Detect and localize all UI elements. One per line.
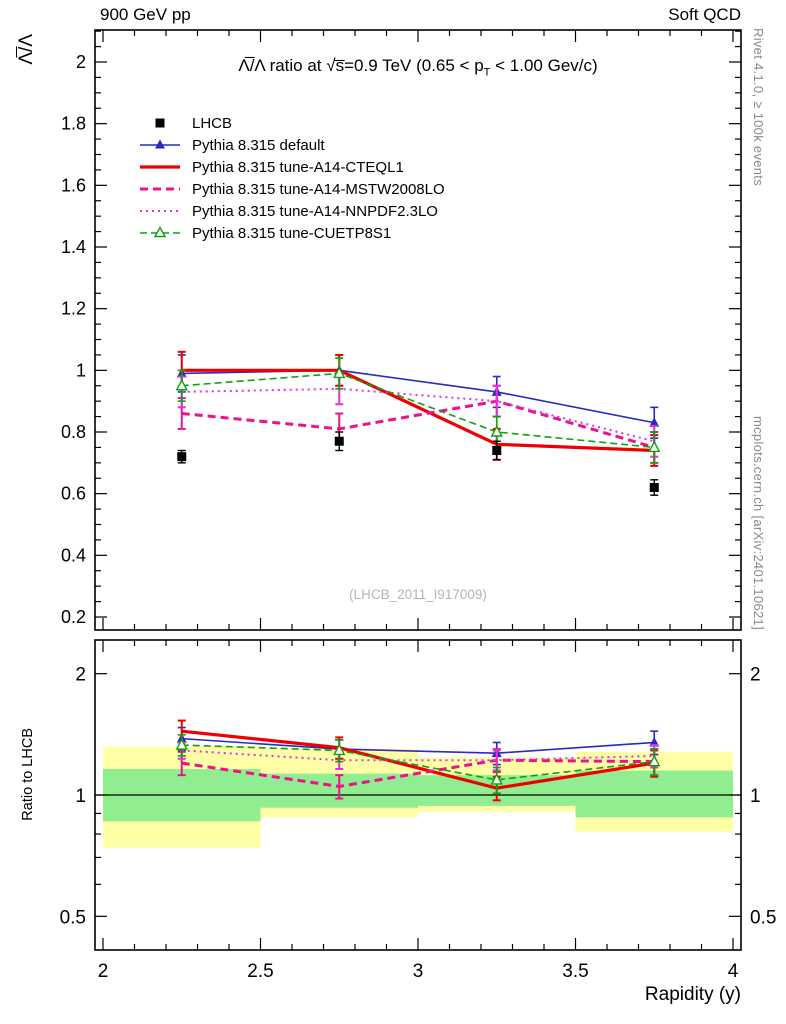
- y-axis-label-main: Λ̅/Λ: [16, 34, 37, 65]
- y-axis-label-ratio: Ratio to LHCB: [20, 728, 36, 821]
- ratio-y-tick-label-right: 1: [750, 786, 761, 807]
- reference-data-point: [649, 483, 659, 492]
- legend-item: Pythia 8.315 tune-CUETP8S1: [137, 222, 445, 244]
- data-point-main: [648, 440, 661, 453]
- legend-sample: [140, 187, 180, 191]
- legend-label: Pythia 8.315 tune-A14-MSTW2008LO: [192, 180, 445, 198]
- data-point-ratio: [175, 738, 188, 750]
- data-point-ratio: [648, 754, 661, 767]
- x-tick-label: 4: [728, 961, 739, 982]
- reference-data-point: [334, 436, 344, 446]
- plot-title-pre: Λ̅/Λ ratio at √s̅=0.9 TeV (0.65 < p: [238, 56, 484, 75]
- legend: LHCB Pythia 8.315 default Pythia 8.315 tun…: [137, 112, 445, 244]
- legend-item: Pythia 8.315 tune-A14-NNPDF2.3LO: [137, 200, 445, 222]
- legend-label: Pythia 8.315 default: [192, 136, 325, 154]
- legend-label: LHCB: [192, 114, 233, 132]
- main-y-tick-label: 2: [76, 52, 86, 72]
- legend-label: Pythia 8.315 tune-A14-NNPDF2.3LO: [192, 202, 438, 220]
- legend-item: LHCB: [137, 112, 445, 134]
- main-y-tick-label: 0.4: [61, 545, 86, 565]
- series-line-ratio: [181, 749, 655, 762]
- ratio-y-tick-label-left: 2: [75, 665, 86, 686]
- data-point-main: [490, 424, 503, 437]
- data-point-ratio: [333, 743, 346, 756]
- data-point-ratio: [490, 772, 503, 785]
- rivet-version-label: Rivet 4.1.0, ≥ 100k events: [751, 28, 766, 187]
- main-y-tick-label: 1.4: [61, 237, 86, 257]
- main-y-tick-label: 1.2: [61, 299, 86, 319]
- main-y-tick-label: 1.6: [61, 175, 86, 195]
- ratio-y-tick-label-left: 1: [75, 786, 86, 807]
- series-line-main: [181, 399, 655, 449]
- series-line-main: [181, 387, 655, 443]
- data-point-main: [175, 378, 188, 391]
- mcplots-arxiv-label: mcplots.cern.ch [arXiv:2401.10621]: [751, 416, 766, 630]
- x-tick-label: 2: [98, 961, 109, 982]
- legend-marker-open-triangle: [153, 226, 167, 238]
- main-y-tick-label: 1: [76, 360, 86, 380]
- main-y-tick-label: 0.8: [61, 422, 86, 442]
- legend-sample: [140, 210, 180, 212]
- data-point-main: [649, 417, 660, 427]
- legend-sample: [140, 165, 180, 169]
- uncertainty-band-green: [575, 770, 733, 818]
- ratio-y-tick-label-right: 0.5: [750, 907, 776, 928]
- legend-sample: [140, 139, 180, 149]
- legend-item: Pythia 8.315 default: [137, 134, 445, 156]
- plot-title-subscript: T: [483, 66, 491, 79]
- ratio-y-tick-label-right: 2: [750, 665, 761, 686]
- legend-sample: [140, 226, 180, 238]
- beam-energy-label: 900 GeV pp: [100, 5, 191, 24]
- data-point-main: [333, 366, 346, 379]
- series-line-ratio: [181, 758, 655, 788]
- x-tick-label: 3.5: [562, 961, 588, 982]
- main-y-tick-label: 1.8: [61, 114, 86, 134]
- legend-sample: [155, 118, 165, 128]
- legend-marker-triangle: [155, 139, 165, 149]
- series-line-ratio: [181, 744, 655, 781]
- ratio-y-tick-label-left: 0.5: [60, 907, 86, 928]
- series-line-ratio: [181, 737, 655, 754]
- process-group-label: Soft QCD: [668, 5, 741, 24]
- plot-title-post: < 1.00 Gev/c): [490, 56, 598, 75]
- series-line-ratio: [181, 729, 655, 790]
- main-y-tick-label: 0.2: [61, 607, 86, 627]
- series-line-main: [181, 372, 655, 449]
- legend-item: Pythia 8.315 tune-A14-MSTW2008LO: [137, 178, 445, 200]
- legend-marker-square: [155, 118, 165, 128]
- x-tick-label: 2.5: [247, 961, 273, 982]
- legend-label: Pythia 8.315 tune-CUETP8S1: [192, 224, 392, 242]
- legend-item: Pythia 8.315 tune-A14-CTEQL1: [137, 156, 445, 178]
- reference-data-point: [177, 452, 187, 462]
- analysis-id-watermark: (LHCB_2011_I917009): [349, 587, 487, 602]
- x-tick-label: 3: [413, 961, 424, 982]
- main-y-tick-label: 0.6: [61, 484, 86, 504]
- legend-label: Pythia 8.315 tune-A14-CTEQL1: [192, 158, 404, 176]
- plot-title: Λ̅/Λ ratio at √s̅=0.9 TeV (0.65 < pT < 1…: [95, 56, 741, 78]
- series-line-main: [181, 368, 655, 453]
- x-axis-label: Rapidity (y): [644, 984, 741, 1005]
- reference-data-point: [492, 446, 502, 455]
